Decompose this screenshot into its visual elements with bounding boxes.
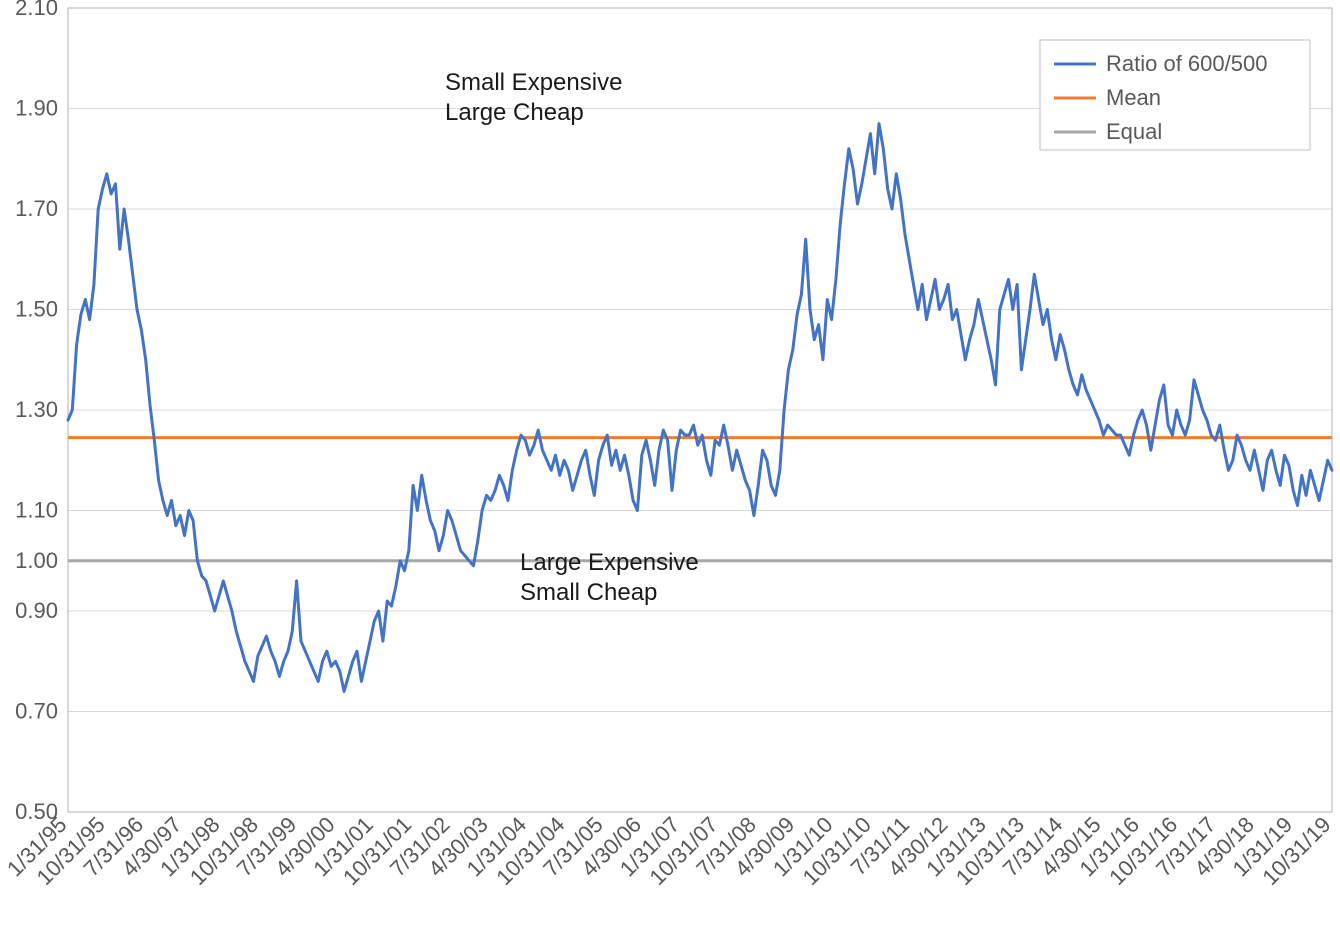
annotation-a1-l1: Small Expensive [445,69,622,96]
y-tick-label: 0.90 [15,598,58,623]
y-tick-label: 1.70 [15,196,58,221]
legend-label: Equal [1106,119,1162,144]
y-tick-label: 1.00 [15,548,58,573]
legend-label: Ratio of 600/500 [1106,51,1267,76]
annotation-a1-l2: Large Cheap [445,99,584,126]
y-tick-label: 0.70 [15,699,58,724]
y-tick-label: 1.10 [15,498,58,523]
annotation-a2-l1: Large Expensive [520,549,699,576]
y-tick-label: 1.50 [15,297,58,322]
y-tick-label: 1.30 [15,397,58,422]
legend-label: Mean [1106,85,1161,110]
annotation-a2-l2: Small Cheap [520,579,657,606]
y-tick-label: 2.10 [15,0,58,20]
line-chart: 0.500.700.901.001.101.301.501.701.902.10… [0,0,1340,937]
chart-svg: 0.500.700.901.001.101.301.501.701.902.10… [0,0,1340,937]
y-tick-label: 1.90 [15,96,58,121]
